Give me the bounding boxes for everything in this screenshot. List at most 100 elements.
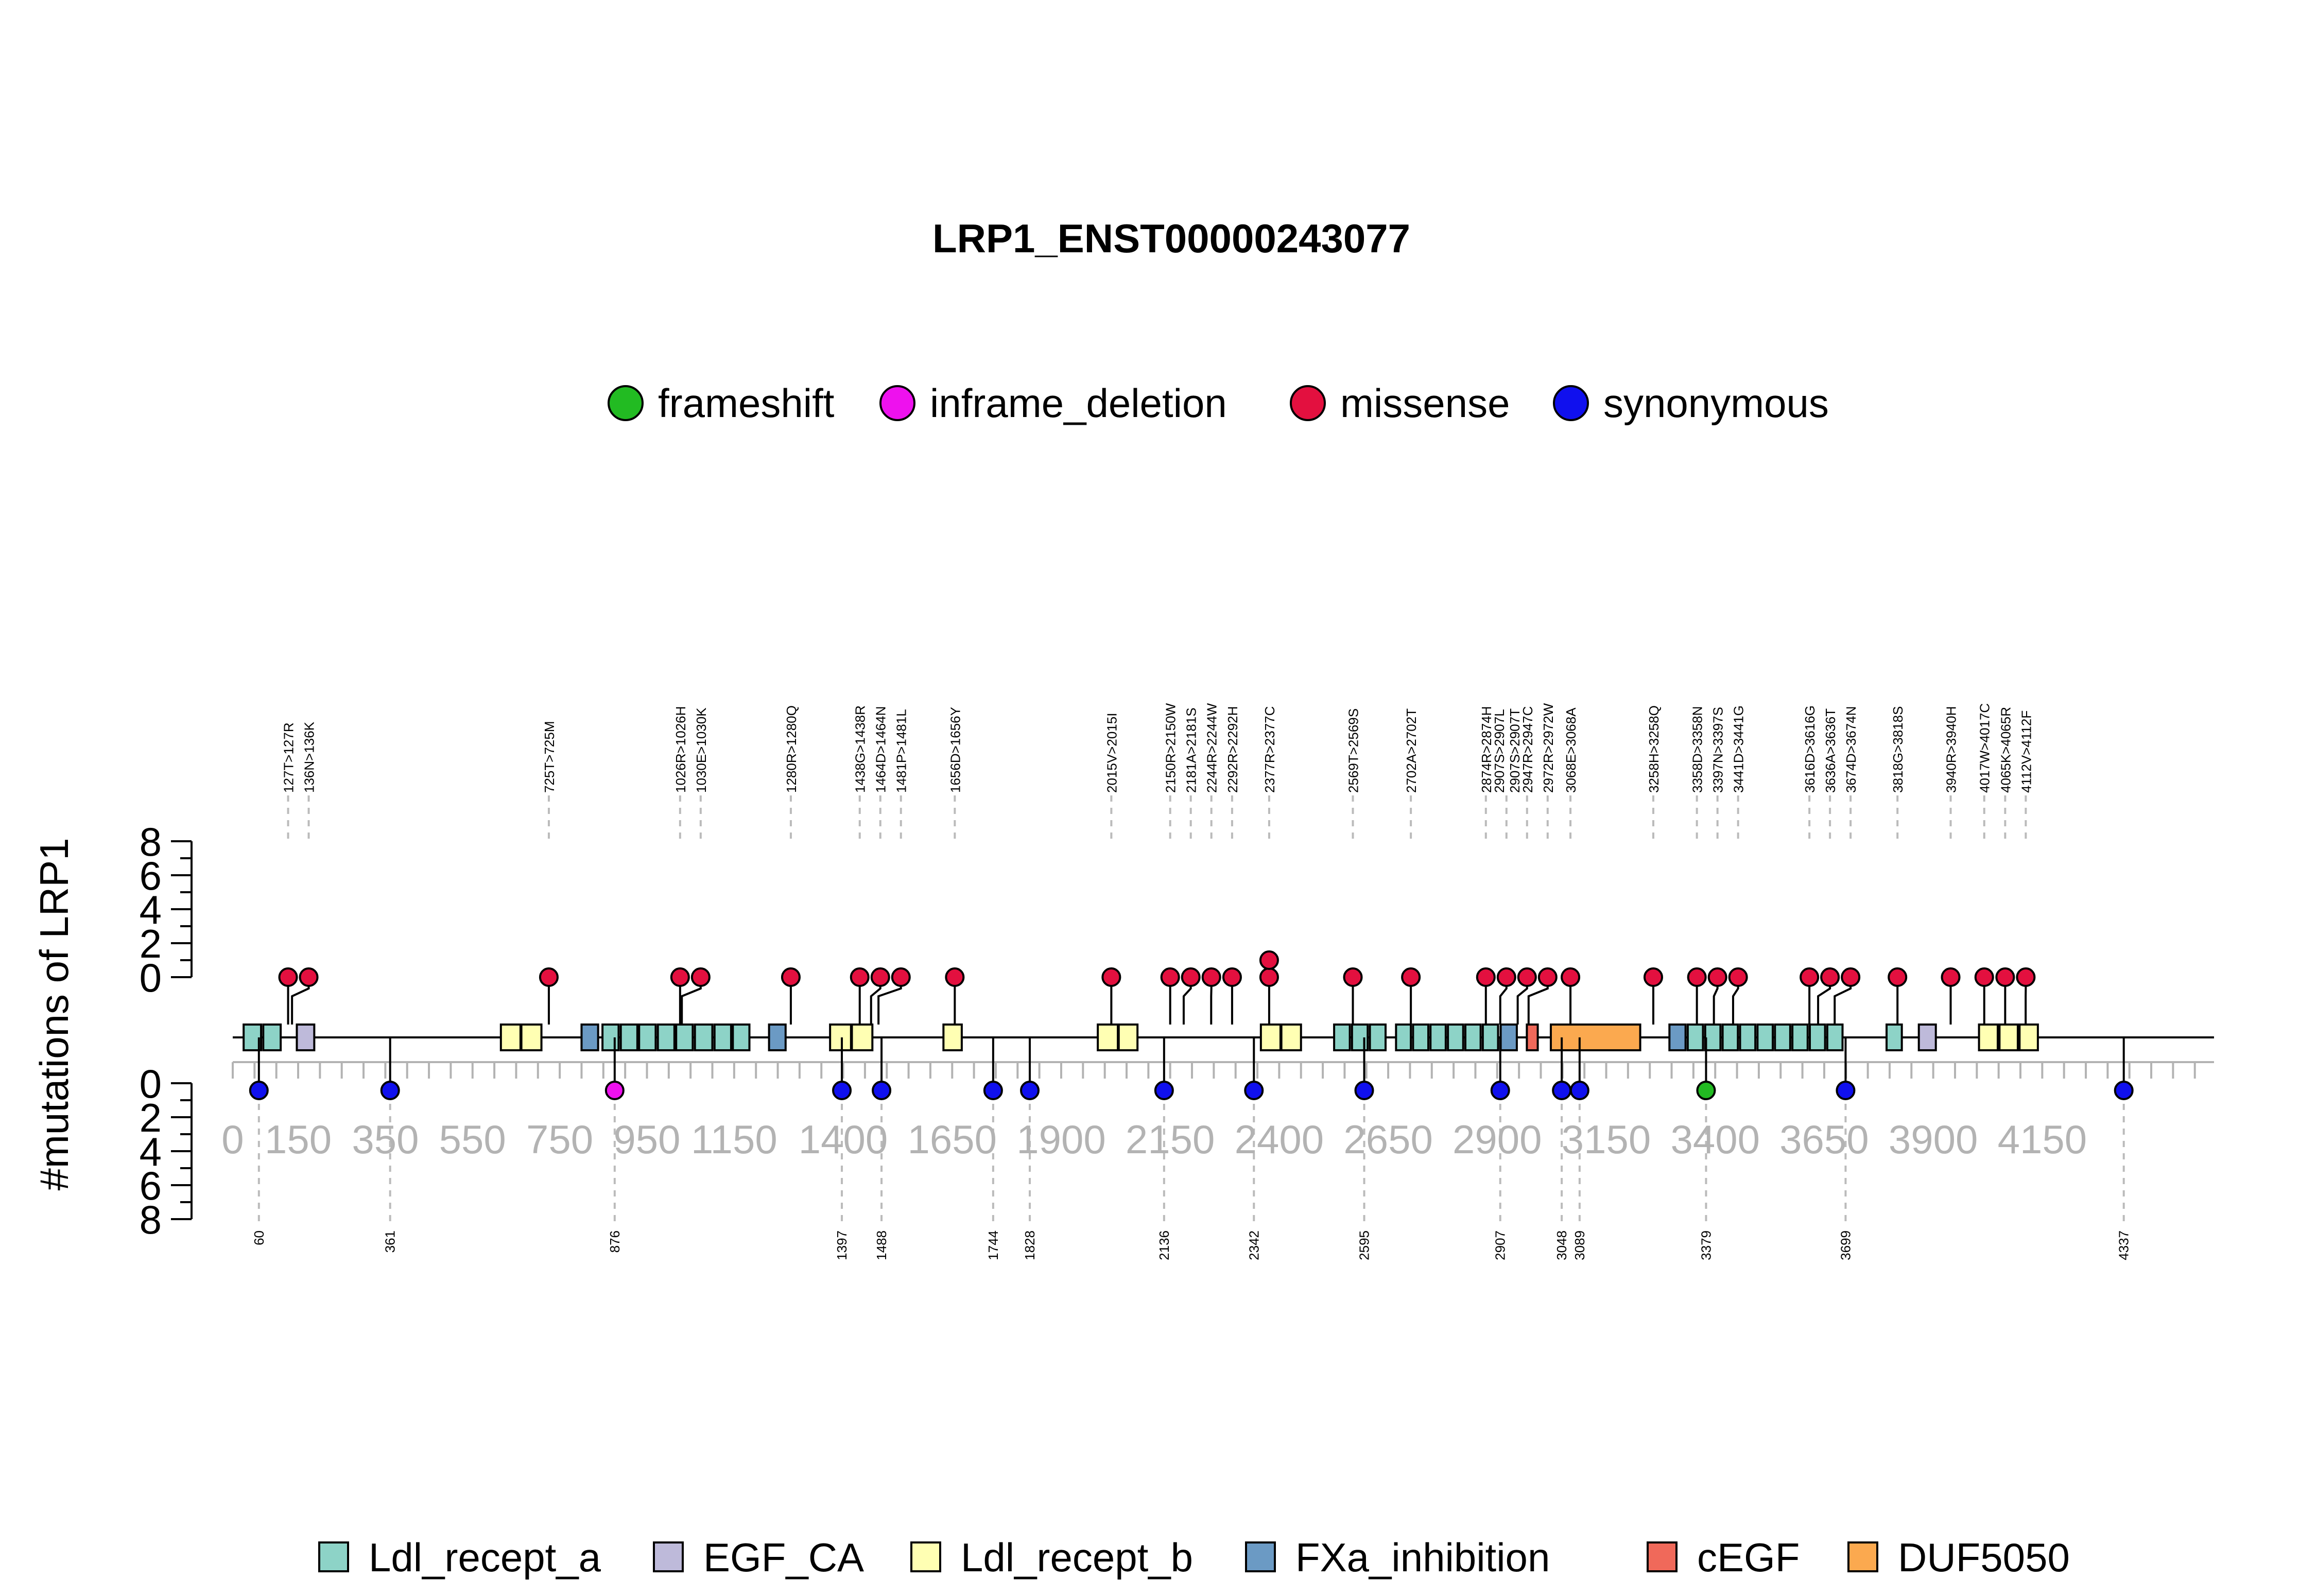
top-mutation-label: 2377R>2377C: [1262, 706, 1277, 793]
top-mutation-label: 1030E>1030K: [694, 707, 709, 793]
bottom-lollipop-head-synonymous: [1490, 1081, 1510, 1100]
domain-Ldl_recept_a: [1686, 1023, 1704, 1051]
top-lollipop-head-missense: [850, 967, 870, 987]
domain-Ldl_recept_a: [1412, 1023, 1430, 1051]
legend-label-frameshift: frameshift: [658, 380, 835, 426]
top-mutation-label: 3258H>3258Q: [1646, 705, 1662, 793]
top-lollipop-head-missense: [1888, 967, 1908, 987]
bottom-lollipop-head-synonymous: [1244, 1081, 1264, 1100]
top-lollipop-head-missense: [1941, 967, 1961, 987]
bottom-lollipop-head-synonymous: [832, 1081, 852, 1100]
bottom-lollipop-head-synonymous: [1552, 1081, 1572, 1100]
x-tick-label: 3400: [1670, 1117, 1760, 1162]
domain-Ldl_recept_a: [638, 1023, 657, 1051]
top-lollipop-head-missense: [1974, 967, 1994, 987]
domain-Ldl_recept_b: [829, 1023, 852, 1051]
top-lollipop-head-missense: [1401, 967, 1421, 987]
domain-Ldl_recept_b: [1117, 1023, 1139, 1051]
top-lollipop-head-missense: [1181, 967, 1201, 987]
top-lollipop-head-missense: [1728, 967, 1748, 987]
top-lollipop-head-missense: [891, 967, 911, 987]
bottom-lollipop-head-synonymous: [2114, 1081, 2134, 1100]
position-axis: 0 150 350 550 750 950 1150 1400 1650 1900 2150 2400…: [221, 1061, 2214, 1162]
x-tick-label: 750: [526, 1117, 593, 1162]
top-mutation-label: 3358D>3358N: [1690, 706, 1705, 793]
domain-Ldl_recept_a: [656, 1023, 676, 1051]
top-lollipop-head-missense: [945, 967, 965, 987]
top-mutation-label: 2181A>2181S: [1184, 707, 1199, 793]
x-tick-label: 1900: [1016, 1117, 1106, 1162]
y-tick-label-bottom: 2: [140, 1095, 162, 1140]
domain-Ldl_recept_b: [499, 1023, 522, 1051]
chart-title: LRP1_ENST00000243077: [932, 216, 1410, 261]
x-tick-label: 0: [221, 1117, 244, 1162]
top-lollipop-head-missense: [781, 967, 801, 987]
bottom-mutation-label: 1828: [1022, 1230, 1038, 1260]
y-tick-label-top: 0: [140, 955, 162, 1000]
top-mutation-label: 725T>725M: [542, 721, 557, 793]
bottom-lollipops: [249, 1037, 2134, 1100]
top-mutation-label: 3818G>3818S: [1890, 706, 1906, 793]
top-lollipop-head-missense: [1101, 967, 1121, 987]
top-lollipop-head-missense: [299, 967, 319, 987]
legend-swatch-FXa_inhibition: [1245, 1541, 1276, 1572]
top-lollipops: [278, 950, 2036, 1025]
bottom-mutation-label: 2595: [1357, 1230, 1372, 1260]
domain-Ldl_recept_a: [1481, 1023, 1499, 1051]
y-tick-label-bottom: 4: [140, 1129, 162, 1174]
domain-Ldl_recept_a: [1351, 1023, 1369, 1051]
top-lollipop-head-missense: [1995, 967, 2015, 987]
domain-Ldl_recept_a: [1774, 1023, 1791, 1051]
x-tick-label: 3150: [1562, 1117, 1651, 1162]
bottom-mutation-label: 2342: [1246, 1230, 1261, 1260]
top-lollipop-head-missense: [539, 967, 559, 987]
top-lollipop-head-missense: [690, 967, 711, 987]
domain-FXa_inhibition: [1499, 1023, 1518, 1051]
top-lollipop-head-missense: [1201, 967, 1221, 987]
bottom-mutation-label: 876: [607, 1230, 623, 1253]
x-tick-label: 2900: [1453, 1117, 1542, 1162]
domain-Ldl_recept_b: [1280, 1023, 1302, 1051]
legend-label-DUF5050: DUF5050: [1898, 1535, 2070, 1580]
x-tick-label: 3650: [1779, 1117, 1869, 1162]
domain-Ldl_recept_b: [2018, 1023, 2039, 1051]
y-tick-label-top: 6: [140, 853, 162, 898]
domain-Ldl_recept_a: [675, 1023, 694, 1051]
bottom-lollipop-head-synonymous: [380, 1081, 400, 1100]
bottom-mutation-label: 3379: [1698, 1230, 1714, 1260]
top-lollipop-head-missense: [1537, 967, 1558, 987]
x-tick-label: 350: [352, 1117, 419, 1162]
top-mutation-label: 136N>136K: [302, 721, 317, 793]
bottom-lollipop-head-inframe_deletion: [604, 1081, 625, 1100]
domain-Ldl_recept_a: [601, 1023, 620, 1051]
x-tick-label: 950: [613, 1117, 680, 1162]
top-lollipop-head-missense: [1687, 967, 1707, 987]
top-mutation-label: 2015V>2015I: [1104, 713, 1119, 793]
legend-marker-frameshift: [608, 385, 644, 421]
legend-marker-inframe_deletion: [879, 385, 915, 421]
bottom-mutation-label: 2136: [1156, 1230, 1172, 1260]
bottom-mutation-label: 1488: [874, 1230, 889, 1260]
legend-label-missense: missense: [1340, 380, 1510, 426]
bottom-mutation-label: 60: [251, 1230, 267, 1245]
legend-swatch-Ldl_recept_b: [910, 1541, 941, 1572]
bottom-lollipop-head-synonymous: [1354, 1081, 1374, 1100]
legend-label-cEGF: cEGF: [1697, 1535, 1800, 1580]
top-lollipop-head-missense: [670, 967, 690, 987]
x-tick-label: 3900: [1889, 1117, 1978, 1162]
bottom-guide-lines: [257, 1091, 2125, 1225]
top-lollipop-head-missense: [1343, 967, 1363, 987]
domain-Ldl_recept_a: [1464, 1023, 1482, 1051]
bottom-mutation-label: 4337: [2116, 1230, 2132, 1260]
top-lollipop-head-missense: [870, 967, 890, 987]
legend-swatch-DUF5050: [1847, 1541, 1878, 1572]
domain-Ldl_recept_a: [1756, 1023, 1774, 1051]
domain-Ldl_recept_a: [1808, 1023, 1826, 1051]
top-lollipop-head-missense: [1222, 967, 1242, 987]
top-mutation-label: 2907S>2907L: [1492, 709, 1507, 793]
top-mutation-label: 3636A>3636T: [1823, 708, 1838, 793]
x-tick-label: 2400: [1235, 1117, 1324, 1162]
